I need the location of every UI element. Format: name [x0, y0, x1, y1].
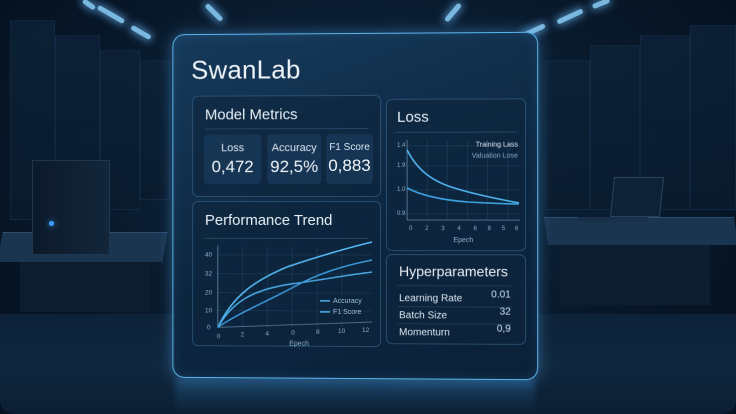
y-tick: 20	[205, 289, 213, 296]
metric-value: 0,472	[211, 157, 254, 177]
divider	[397, 306, 513, 308]
x-tick: 0	[409, 226, 413, 232]
hp-value: 0.01	[491, 289, 511, 301]
divider	[397, 323, 513, 325]
server-rack	[690, 25, 736, 210]
metric-f1-score: F1 Score 0,883	[326, 133, 374, 185]
hp-row-batch-size: Batch Size 32	[399, 306, 511, 322]
server-box	[32, 160, 110, 255]
hp-label: Learning Rate	[399, 293, 463, 305]
metric-value: 0,883	[328, 155, 371, 176]
x-tick: 10	[338, 328, 346, 335]
x-tick: 2	[241, 331, 245, 338]
x-tick: 5	[502, 226, 506, 232]
desk-leg	[20, 262, 150, 312]
loss-chart: 1.4 1.9 1.0 0.9 0 2 3 4 6 8 5 6 Epech Tr…	[397, 99, 527, 244]
legend-validation-loss: Valuation Lose	[472, 153, 518, 160]
x-tick: 8	[316, 329, 320, 336]
performance-chart: 40 32 20 10 0 0 2 4 0 8 10 12 Epech Accu…	[205, 202, 382, 348]
ceiling-light	[591, 0, 611, 10]
x-axis-label: Epech	[453, 237, 473, 244]
app-title: SwanLab	[191, 54, 301, 85]
y-tick: 40	[205, 252, 213, 259]
hp-row-learning-rate: Learning Rate 0.01	[399, 289, 511, 305]
x-tick: 0	[217, 333, 221, 340]
server-rack	[545, 60, 590, 210]
divider	[397, 285, 513, 287]
legend-training-loss: Training Lass	[476, 142, 519, 149]
ceiling-light	[556, 8, 584, 25]
panel-reflection	[175, 378, 535, 414]
laptop-base	[578, 217, 648, 222]
metric-accuracy: Accuracy 92,5%	[267, 134, 322, 185]
performance-trend-card: Performance Trend 40 32 20 10 0 0 2 4 0	[192, 200, 382, 348]
hp-value: 0,9	[496, 323, 511, 335]
legend-accuracy: Accuracy	[333, 298, 362, 305]
x-tick: 4	[457, 226, 461, 232]
hp-value: 32	[499, 306, 511, 318]
ceiling-light	[444, 2, 462, 23]
metric-label: Loss	[221, 142, 245, 155]
card-title: Hyperparameters	[399, 263, 508, 280]
x-tick: 0	[291, 330, 295, 337]
y-tick: 1.0	[397, 187, 406, 193]
ceiling-light	[204, 2, 224, 23]
hp-label: Batch Size	[399, 310, 448, 322]
hp-label: Momenturn	[399, 327, 450, 339]
hp-row-momentum: Momenturn 0,9	[399, 323, 511, 339]
laptop	[609, 177, 665, 217]
y-tick: 0.9	[397, 211, 406, 217]
loss-chart-card: Loss 1.4 1.9 1.0 0.9 0 2 3 4 6 8 5	[386, 98, 527, 252]
metric-label: Accuracy	[271, 142, 317, 155]
hyperparameters-card: Hyperparameters Learning Rate 0.01 Batch…	[386, 254, 527, 345]
x-axis-label: Epech	[289, 341, 309, 348]
metric-value: 92,5%	[270, 157, 319, 177]
y-tick: 1.4	[397, 143, 406, 149]
power-led	[49, 221, 54, 226]
y-tick: 32	[205, 271, 213, 278]
divider	[204, 127, 368, 130]
dashboard-panel: SwanLab Model Metrics Loss 0,472 Accurac…	[172, 31, 539, 381]
y-tick: 0	[207, 324, 211, 331]
desk-leg	[560, 245, 710, 305]
ceiling-light	[130, 24, 152, 41]
metric-loss: Loss 0,472	[203, 134, 262, 185]
x-tick: 12	[362, 327, 370, 334]
ceiling-light	[81, 0, 97, 11]
y-tick: 10	[205, 307, 213, 314]
ceiling-light	[96, 4, 126, 25]
y-tick: 1.9	[397, 163, 406, 169]
legend-f1-score: F1 Score	[333, 309, 361, 316]
x-tick: 3	[441, 226, 445, 232]
server-rack	[140, 60, 170, 200]
x-tick: 2	[425, 226, 429, 232]
card-title: Model Metrics	[204, 106, 298, 124]
x-tick: 8	[488, 226, 492, 232]
x-tick: 4	[265, 331, 269, 338]
x-tick: 6	[473, 226, 477, 232]
metric-label: F1 Score	[329, 141, 370, 154]
x-tick: 6	[515, 226, 519, 232]
